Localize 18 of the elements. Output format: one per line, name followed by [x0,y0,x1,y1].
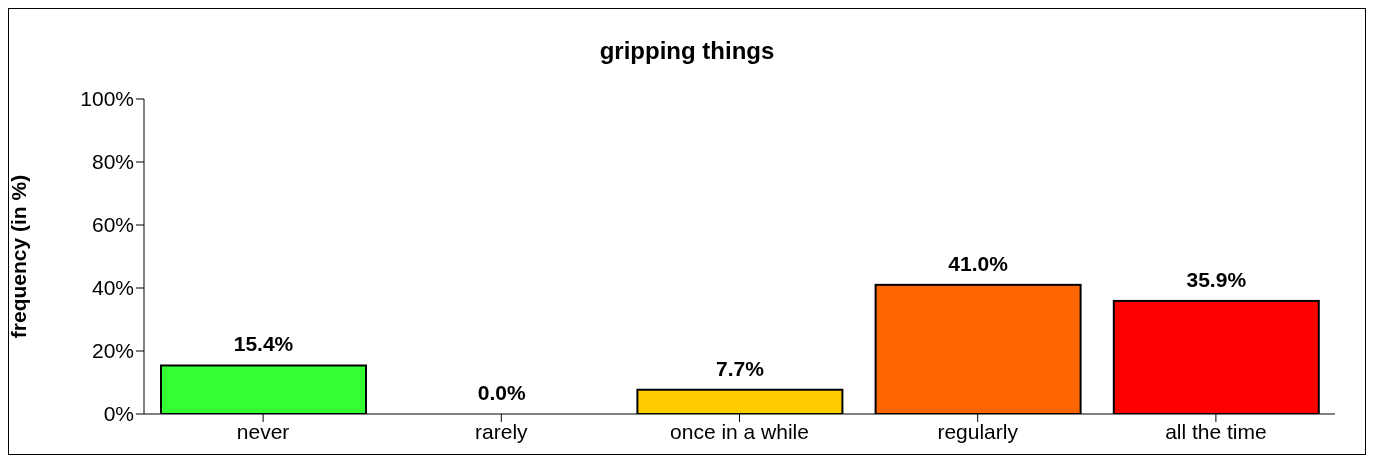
data-label: 15.4% [233,332,294,356]
data-label: 35.9% [1186,267,1247,291]
chart-title: gripping things [598,37,776,65]
data-label: 7.7% [715,356,765,380]
x-tick-label: regularly [937,419,1019,443]
y-tick-label: 40% [91,276,134,300]
x-tick-label: never [236,419,290,443]
y-tick-label: 80% [91,150,134,174]
data-label: 0.0% [477,381,526,404]
y-tick-label: 0% [103,402,134,426]
y-tick-label: 20% [91,339,134,363]
x-tick-label: rarely [475,419,529,443]
data-label: 41.0% [948,251,1009,275]
y-tick-label: 100% [80,87,134,111]
x-tick-label: once in a while [670,419,809,443]
x-tick-label: all the time [1165,419,1267,443]
y-tick-label: 60% [91,213,134,237]
y-axis-title: frequency (in %) [7,174,31,339]
